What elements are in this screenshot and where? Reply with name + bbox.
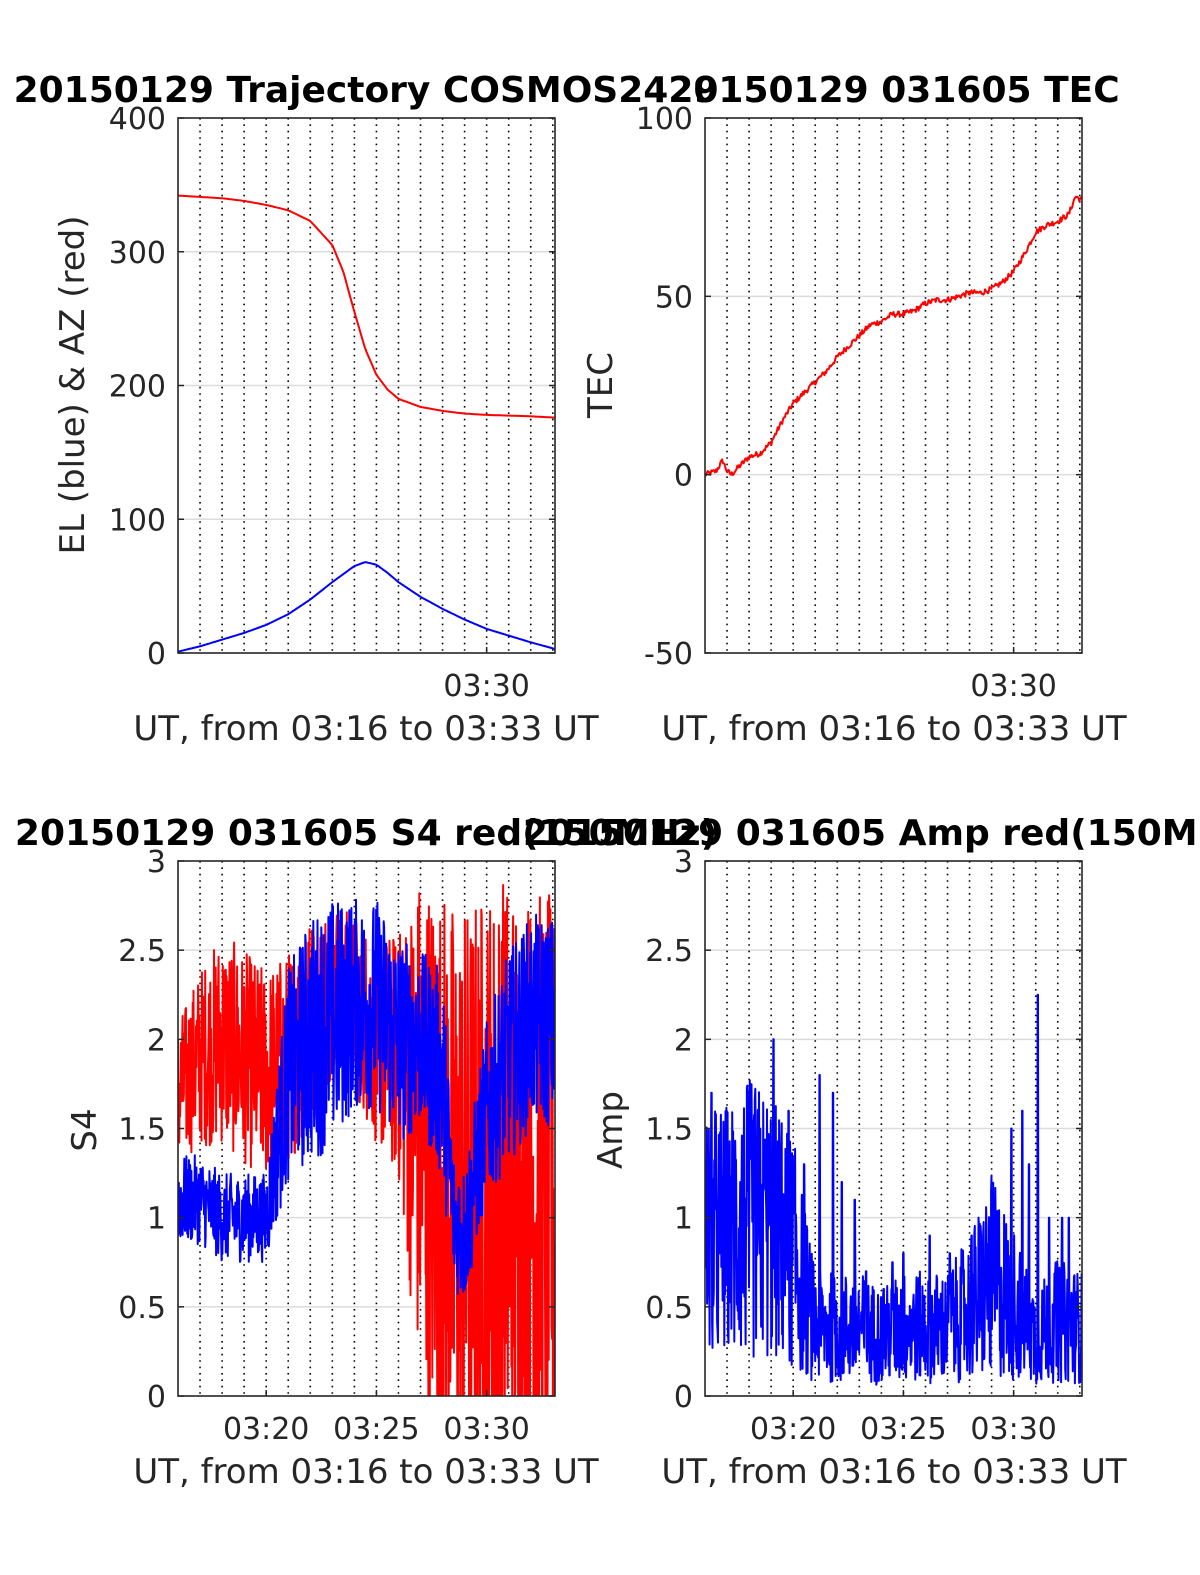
x-axis-label-tec: UT, from 03:16 to 03:33 UT <box>661 709 1127 749</box>
x-axis-label-s4: UT, from 03:16 to 03:33 UT <box>133 1452 599 1492</box>
chart-title-tec: 20150129 031605 TEC <box>668 70 1119 111</box>
plot-area-amp: 0 0.5 1 1.5 2 2.5 3 03:20 03:25 03:30 <box>645 845 1083 1447</box>
y-tick-label-s4: 2.5 <box>118 934 166 969</box>
x-tick-label-trajectory: 03:30 <box>443 669 529 704</box>
plot-area-trajectory: 0 100 200 300 400 03:30 <box>109 102 556 704</box>
y-tick-label-tec: -50 <box>644 637 693 672</box>
x-axis-label-trajectory: UT, from 03:16 to 03:33 UT <box>133 709 599 749</box>
y-tick-label-amp: 0 <box>674 1380 693 1415</box>
panel-trajectory: 0 100 200 300 400 03:30 20150129 Trajectory C… <box>14 70 719 749</box>
panel-tec: -50 0 50 100 03:30 20150129 031605 TEC UT, f… <box>581 70 1127 749</box>
series-line-az-trajectory <box>178 194 555 419</box>
y-axis-label-tec: TEC <box>581 352 621 419</box>
chart-title-trajectory: 20150129 Trajectory COSMOS2429 <box>14 70 719 111</box>
y-tick-label-amp: 0.5 <box>645 1291 693 1326</box>
panel-s4: 0 0.5 1 1.5 2 2.5 3 03:20 03:25 03:30 20150129 03… <box>15 813 717 1492</box>
y-tick-label-trajectory: 100 <box>109 503 166 538</box>
y-tick-label-s4: 2 <box>147 1023 166 1058</box>
x-tick-label-tec: 03:30 <box>970 669 1056 704</box>
y-tick-label-trajectory: 300 <box>109 236 166 271</box>
x-tick-label-s4: 03:25 <box>333 1412 419 1447</box>
series-line-el-s4 <box>178 898 555 1295</box>
chart-title-s4: 20150129 031605 S4 red(150MHz) <box>15 813 717 854</box>
axes-box-tec <box>704 117 1083 654</box>
x-tick-label-s4: 03:30 <box>443 1412 529 1447</box>
chart-title-amp: 20150129 031605 Amp red(150MHz) <box>523 813 1200 854</box>
y-tick-label-trajectory: 400 <box>109 102 166 137</box>
y-tick-label-trajectory: 200 <box>109 370 166 405</box>
y-tick-label-s4: 0 <box>147 1380 166 1415</box>
series-line-el-amp <box>705 993 1082 1386</box>
panel-amp: 0 0.5 1 1.5 2 2.5 3 03:20 03:25 03:30 20150129 03… <box>523 813 1200 1492</box>
x-tick-label-amp: 03:30 <box>970 1412 1056 1447</box>
y-tick-label-tec: 0 <box>674 459 693 494</box>
y-tick-label-tec: 100 <box>636 102 693 137</box>
y-tick-label-amp: 1.5 <box>645 1113 693 1148</box>
y-axis-label-trajectory: EL (blue) & AZ (red) <box>53 215 93 554</box>
x-tick-label-amp: 03:20 <box>750 1412 836 1447</box>
y-tick-label-s4: 3 <box>147 845 166 880</box>
y-tick-label-amp: 3 <box>674 845 693 880</box>
y-tick-label-trajectory: 0 <box>147 637 166 672</box>
y-tick-label-amp: 1 <box>674 1202 693 1237</box>
series-line-az-tec <box>705 195 1082 477</box>
y-axis-label-s4: S4 <box>65 1108 105 1151</box>
y-tick-label-amp: 2.5 <box>645 934 693 969</box>
x-tick-label-amp: 03:25 <box>860 1412 946 1447</box>
plot-area-tec: -50 0 50 100 03:30 <box>636 102 1083 704</box>
y-axis-label-amp: Amp <box>591 1091 631 1169</box>
x-tick-label-s4: 03:20 <box>223 1412 309 1447</box>
series-line-el-trajectory <box>178 561 555 653</box>
plot-area-s4: 0 0.5 1 1.5 2 2.5 3 03:20 03:25 03:30 <box>118 845 556 1447</box>
x-axis-label-amp: UT, from 03:16 to 03:33 UT <box>661 1452 1127 1492</box>
y-tick-label-s4: 0.5 <box>118 1291 166 1326</box>
y-tick-label-s4: 1 <box>147 1202 166 1237</box>
y-tick-label-tec: 50 <box>655 280 693 315</box>
y-tick-label-s4: 1.5 <box>118 1113 166 1148</box>
y-tick-label-amp: 2 <box>674 1023 693 1058</box>
